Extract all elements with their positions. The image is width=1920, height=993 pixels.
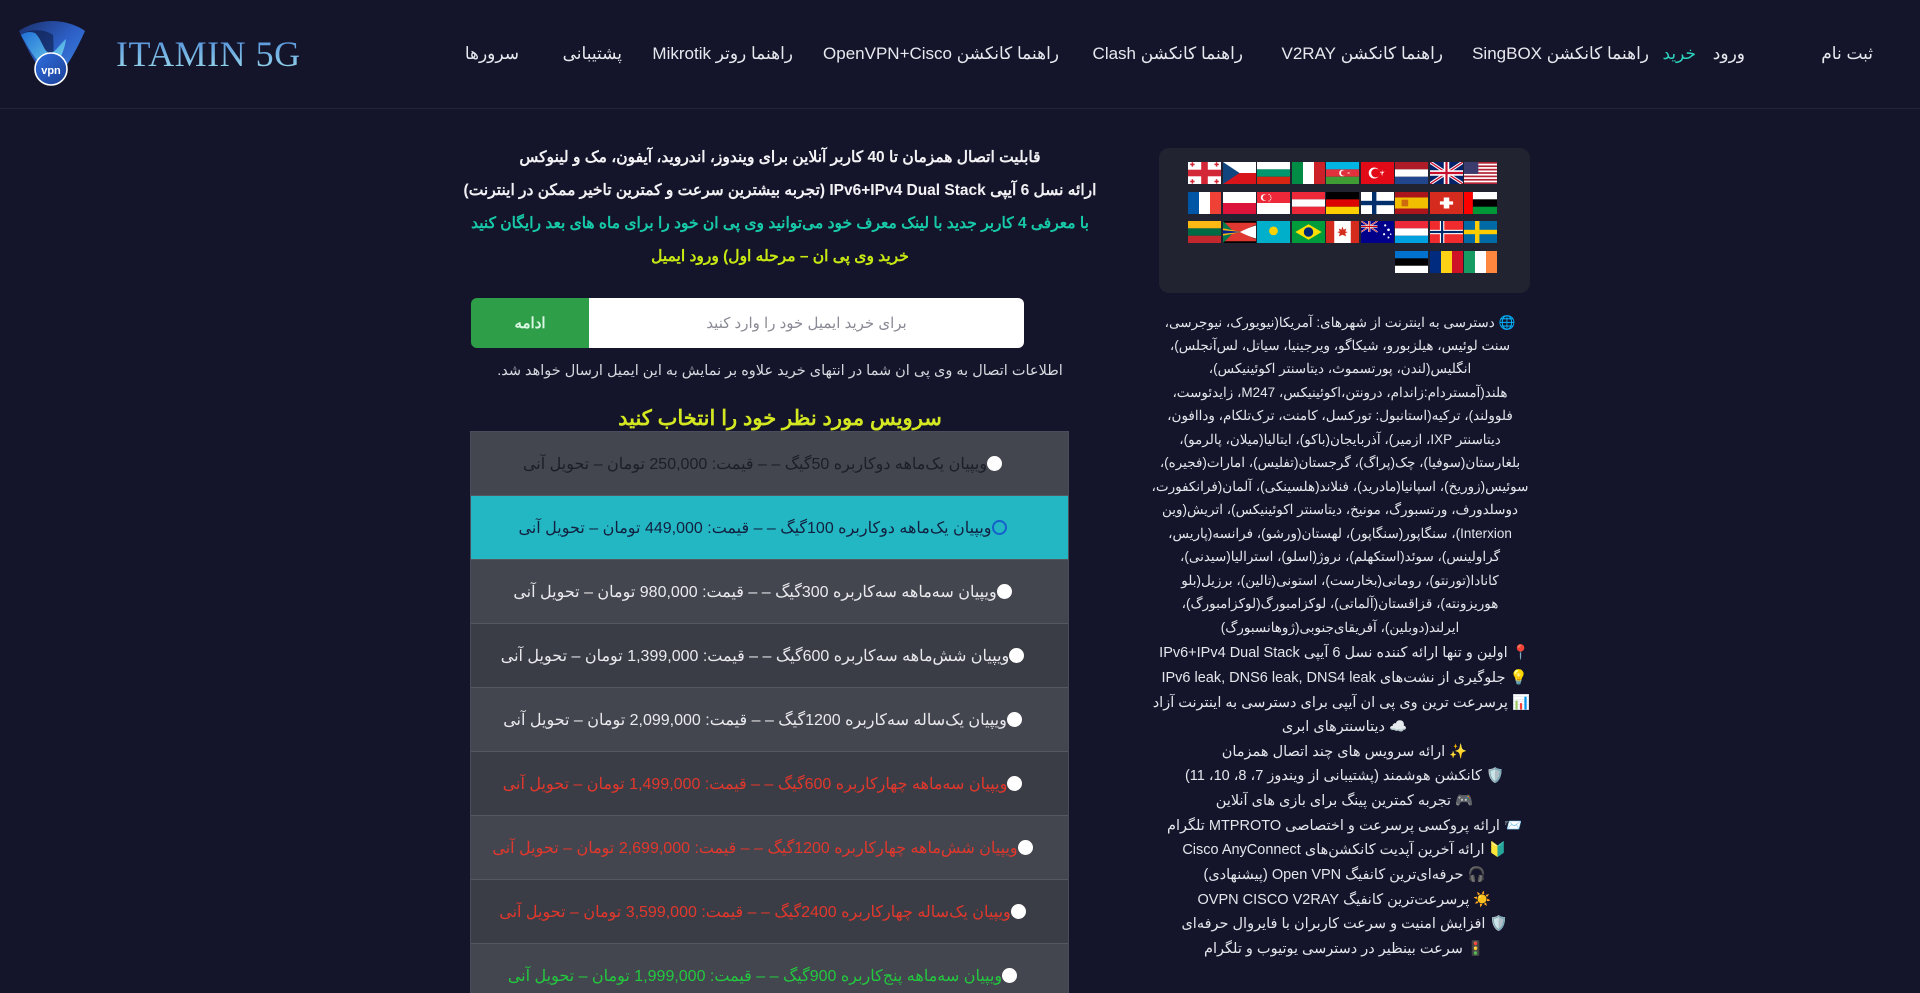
svg-text:vpn: vpn <box>41 65 61 77</box>
